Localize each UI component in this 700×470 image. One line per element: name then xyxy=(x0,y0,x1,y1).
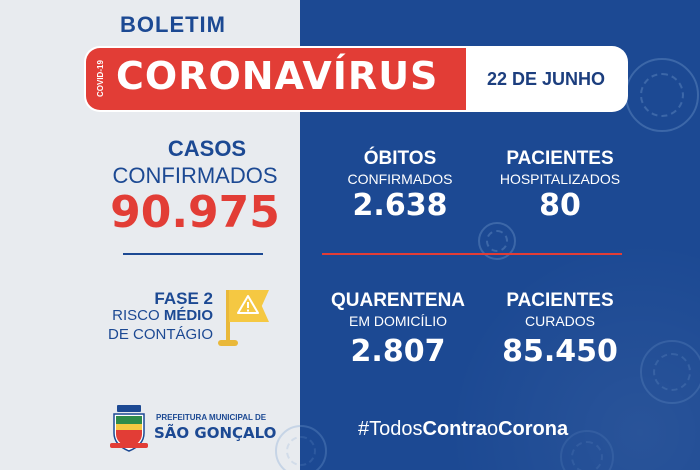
flag-base xyxy=(218,340,238,346)
quarentena-title: QUARENTENA xyxy=(330,290,466,311)
title-banner: COVID-19 CORONAVÍRUS 22 DE JUNHO xyxy=(86,48,626,110)
campaign-hashtag: #TodosContraoCorona xyxy=(358,418,568,441)
hospitalizados-subtitle: HOSPITALIZADOS xyxy=(499,171,621,187)
hashtag-part: Contra xyxy=(422,418,487,440)
fase-title: FASE 2 xyxy=(154,289,213,308)
quarentena-subtitle: EM DOMICÍLIO xyxy=(348,313,447,329)
hashtag-part: #Todos xyxy=(358,418,423,440)
virus-icon xyxy=(625,58,699,132)
hashtag-part: Corona xyxy=(498,418,569,440)
city-label: SÃO GONÇALO xyxy=(154,424,277,442)
curados-value: 85.450 xyxy=(502,334,618,369)
banner-red-section: COVID-19 CORONAVÍRUS xyxy=(86,48,466,110)
hashtag-part: o xyxy=(486,418,499,440)
obitos-value: 2.638 xyxy=(352,188,448,223)
page-title: CORONAVÍRUS xyxy=(116,54,439,98)
fase-risk-prefix: RISCO xyxy=(112,307,164,324)
fase-risk-line: RISCO MÉDIO xyxy=(70,307,213,324)
virus-icon xyxy=(275,425,327,470)
boletim-label: BOLETIM xyxy=(120,12,226,37)
casos-value: 90.975 xyxy=(110,187,280,238)
hospitalizados-value: 80 xyxy=(539,188,581,223)
casos-subtitle: CONFIRMADOS xyxy=(112,163,278,188)
covid-label: COVID-19 xyxy=(96,60,105,98)
casos-title: CASOS xyxy=(167,136,247,161)
fase-contagio: DE CONTÁGIO xyxy=(107,326,213,343)
virus-icon xyxy=(478,222,516,260)
curados-subtitle: CURADOS xyxy=(524,313,595,329)
hospitalizados-title: PACIENTES xyxy=(506,148,614,169)
quarentena-value: 2.807 xyxy=(350,334,446,369)
virus-icon xyxy=(560,430,614,470)
obitos-subtitle: CONFIRMADOS xyxy=(347,171,453,187)
flag-pole xyxy=(226,290,230,345)
virus-icon xyxy=(640,340,700,404)
fase-risk-level: MÉDIO xyxy=(163,307,213,324)
prefeitura-label: PREFEITURA MUNICIPAL DE xyxy=(156,413,267,422)
obitos-title: ÓBITOS xyxy=(363,148,437,169)
right-divider xyxy=(322,253,622,255)
warning-triangle-icon xyxy=(237,295,259,314)
curados-title: PACIENTES xyxy=(506,290,614,311)
municipal-crest-icon xyxy=(110,405,148,452)
left-divider xyxy=(123,253,263,255)
date-label: 22 DE JUNHO xyxy=(486,69,606,89)
